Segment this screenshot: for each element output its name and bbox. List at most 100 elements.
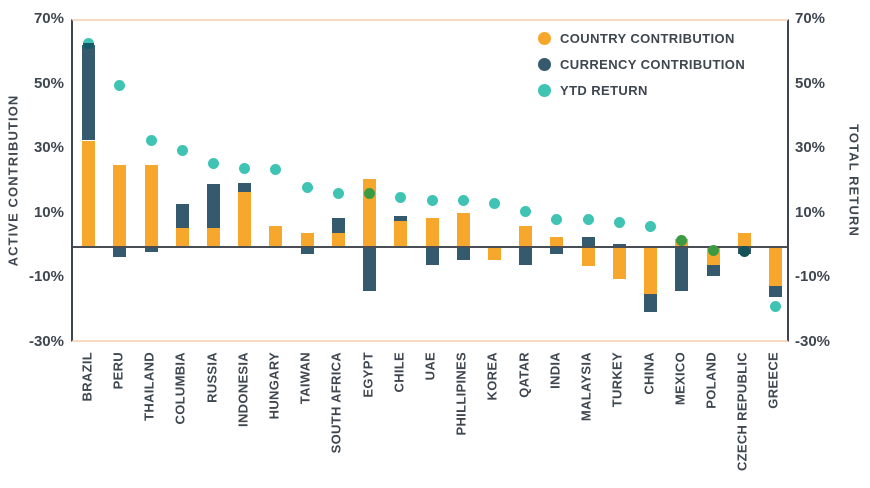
x-label-china: CHINA [641,352,656,395]
dot-ytd-taiwan [301,181,313,193]
bar-currency-peru [113,247,127,257]
dot-ytd-south-africa [332,188,344,200]
dot-ytd-egypt [364,188,376,200]
right-tick-50: 50% [795,74,826,92]
legend-swatch-country-contribution-icon [538,32,551,45]
left-tick--10: -10% [28,268,64,286]
bar-country-india [550,237,564,248]
x-label-south-africa: SOUTH AFRICA [328,352,344,454]
x-label-mexico: MEXICO [672,352,688,406]
x-label-peru: PERU [110,352,126,390]
bar-country-qatar [519,226,533,248]
bar-country-phillipines [456,213,470,248]
dot-ytd-czech-republic [738,246,750,258]
dot-ytd-india [551,214,563,226]
right-tick-10: 10% [795,203,826,221]
plot-area [71,19,789,342]
x-label-chile: CHILE [391,352,407,393]
x-label-brazil: BRAZIL [79,352,95,402]
dot-ytd-thailand [145,135,157,146]
x-label-korea: KOREA [484,352,500,401]
bar-country-uae [425,218,439,248]
left-tick--30: -30% [28,333,64,350]
x-label-czech-republic: CZECH REPUBLIC [734,352,750,472]
bar-country-russia [207,227,220,248]
dot-ytd-indonesia [239,162,251,174]
zero-baseline [73,246,787,249]
legend-item-country-contribution: COUNTRY CONTRIBUTION [538,28,745,49]
bar-currency-indonesia [238,182,252,193]
bar-currency-china [644,293,657,312]
x-label-turkey: TURKEY [609,352,625,408]
right-tick--10: -10% [795,268,831,286]
dot-ytd-greece [769,301,781,313]
bar-currency-malaysia [581,237,595,248]
bar-currency-chile [394,216,408,222]
dot-ytd-columbia [176,144,188,156]
right-tick--30: -30% [795,333,831,350]
bar-country-korea [487,247,501,260]
right-tick-30: 30% [795,139,826,157]
dot-ytd-russia [208,157,219,169]
bar-currency-qatar [519,247,533,265]
dot-ytd-brazil [83,38,95,50]
left-tick-10: 10% [33,203,64,221]
left-tick-70: 70% [33,10,64,27]
bar-currency-poland [706,264,720,277]
dot-ytd-malaysia [582,214,594,226]
dot-ytd-peru [114,80,126,92]
left-tick-50: 50% [33,74,64,92]
legend-swatch-currency-contribution-icon [538,58,551,71]
bar-currency-egypt [363,247,377,291]
bar-country-taiwan [300,232,314,248]
legend: COUNTRY CONTRIBUTION CURRENCY CONTRIBUTIO… [538,28,745,106]
x-label-indonesia: INDONESIA [235,352,251,427]
x-label-taiwan: TAIWAN [297,352,313,405]
bar-currency-phillipines [456,247,470,260]
bar-currency-mexico [675,247,689,291]
legend-label-country-contribution: COUNTRY CONTRIBUTION [560,31,735,46]
x-label-india: INDIA [547,352,563,389]
dot-ytd-chile [395,191,407,203]
x-label-poland: POLAND [703,352,719,409]
dot-ytd-phillipines [457,194,469,206]
bar-country-brazil [82,140,96,248]
x-label-hungary: HUNGARY [266,352,282,420]
bar-country-turkey [612,247,626,280]
dot-ytd-korea [488,198,500,209]
dot-ytd-poland [707,244,719,256]
bar-currency-south-africa [331,218,345,233]
x-label-columbia: COLUMBIA [172,352,188,425]
bar-country-chile [394,221,408,248]
right-axis-title: TOTAL RETURN [846,124,862,237]
x-label-russia: RUSSIA [204,352,219,403]
bar-currency-uae [425,247,439,265]
bar-currency-russia [207,184,220,228]
bar-country-malaysia [581,247,595,267]
legend-label-currency-contribution: CURRENCY CONTRIBUTION [560,57,746,72]
bar-currency-taiwan [300,247,314,254]
left-tick-30: 30% [33,139,64,157]
x-label-qatar: QATAR [516,352,532,398]
right-tick-70: 70% [795,10,826,27]
x-label-thailand: THAILAND [141,352,157,421]
dot-ytd-turkey [613,217,625,229]
dot-ytd-uae [426,194,438,206]
x-label-phillipines: PHILLIPINES [453,352,469,436]
bar-currency-brazil [82,45,96,141]
bar-country-thailand [144,164,158,248]
legend-label-ytd-return: YTD RETURN [560,83,648,98]
bar-country-south-africa [331,232,345,248]
legend-swatch-ytd-return-icon [538,84,551,97]
bar-country-czech-republic [737,232,751,248]
dot-ytd-qatar [520,206,532,218]
dot-ytd-hungary [270,164,282,176]
dot-ytd-china [645,220,656,232]
bar-currency-thailand [144,247,158,252]
x-label-uae: UAE [422,352,438,381]
x-axis-labels: BRAZIL PERU THAILAND COLUMBIA RUSSIA INDONESI… [71,352,789,486]
bar-currency-greece [768,285,782,298]
dot-ytd-mexico [676,235,688,247]
x-label-egypt: EGYPT [360,352,376,398]
